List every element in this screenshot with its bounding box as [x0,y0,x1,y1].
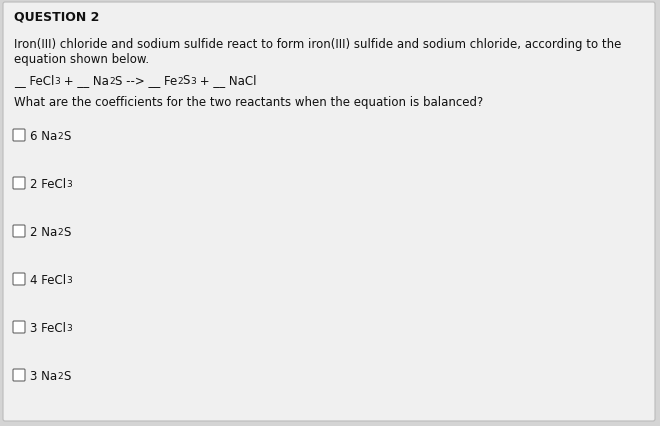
Text: 3: 3 [190,76,195,85]
Text: S --> __ Fe: S --> __ Fe [115,74,177,87]
FancyBboxPatch shape [13,178,25,190]
Text: + __ NaCl: + __ NaCl [195,74,256,87]
Text: 3: 3 [66,324,72,333]
Text: What are the coefficients for the two reactants when the equation is balanced?: What are the coefficients for the two re… [14,96,483,109]
FancyBboxPatch shape [13,321,25,333]
Text: S: S [63,369,70,382]
Text: 3 Na: 3 Na [30,369,57,382]
Text: equation shown below.: equation shown below. [14,53,149,66]
Text: 2: 2 [57,228,63,237]
Text: 3: 3 [66,180,72,189]
Text: 6 Na: 6 Na [30,130,57,143]
Text: 3: 3 [66,276,72,285]
Text: 4 FeCl: 4 FeCl [30,273,66,286]
FancyBboxPatch shape [13,130,25,142]
Text: 2: 2 [57,132,63,141]
Text: S: S [63,130,70,143]
Text: 2: 2 [109,76,115,85]
FancyBboxPatch shape [13,369,25,381]
Text: 2: 2 [57,371,63,380]
FancyBboxPatch shape [3,3,655,421]
Text: 3: 3 [54,76,60,85]
Text: QUESTION 2: QUESTION 2 [14,10,100,23]
Text: + __ Na: + __ Na [60,74,109,87]
Text: 3 FeCl: 3 FeCl [30,321,66,334]
Text: 2 FeCl: 2 FeCl [30,178,66,190]
Text: 2: 2 [177,76,183,85]
Text: __ FeCl: __ FeCl [14,74,54,87]
Text: S: S [183,74,190,87]
Text: S: S [63,225,70,239]
Text: Iron(III) chloride and sodium sulfide react to form iron(III) sulfide and sodium: Iron(III) chloride and sodium sulfide re… [14,38,621,51]
FancyBboxPatch shape [13,273,25,285]
FancyBboxPatch shape [13,225,25,237]
Text: 2 Na: 2 Na [30,225,57,239]
